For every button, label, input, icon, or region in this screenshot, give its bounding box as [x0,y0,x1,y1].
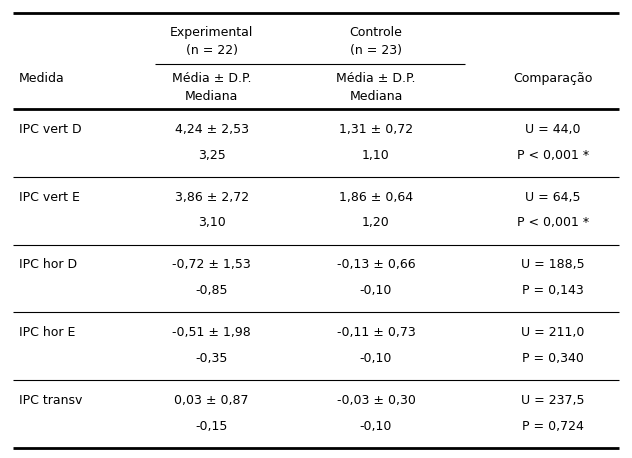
Text: -0,72 ± 1,53: -0,72 ± 1,53 [173,258,251,272]
Text: 1,31 ± 0,72: 1,31 ± 0,72 [339,123,413,136]
Text: (n = 22): (n = 22) [186,44,238,57]
Text: IPC hor D: IPC hor D [19,258,77,272]
Text: -0,10: -0,10 [360,284,392,297]
Text: IPC transv: IPC transv [19,394,82,407]
Text: Medida: Medida [19,72,64,85]
Text: 4,24 ± 2,53: 4,24 ± 2,53 [174,123,249,136]
Text: IPC hor E: IPC hor E [19,326,75,339]
Text: -0,15: -0,15 [195,420,228,433]
Text: 1,86 ± 0,64: 1,86 ± 0,64 [339,191,413,204]
Text: P = 0,143: P = 0,143 [522,284,584,297]
Text: 3,25: 3,25 [198,148,226,162]
Text: U = 237,5: U = 237,5 [521,394,585,407]
Text: U = 188,5: U = 188,5 [521,258,585,272]
Text: P = 0,340: P = 0,340 [522,352,584,365]
Text: 3,10: 3,10 [198,216,226,229]
Text: Mediana: Mediana [349,90,403,103]
Text: Média ± D.P.: Média ± D.P. [336,72,416,85]
Text: Mediana: Mediana [185,90,238,103]
Text: -0,10: -0,10 [360,420,392,433]
Text: (n = 23): (n = 23) [350,44,402,57]
Text: P < 0,001 *: P < 0,001 * [517,216,589,229]
Text: -0,35: -0,35 [195,352,228,365]
Text: -0,51 ± 1,98: -0,51 ± 1,98 [173,326,251,339]
Text: -0,11 ± 0,73: -0,11 ± 0,73 [337,326,415,339]
Text: 0,03 ± 0,87: 0,03 ± 0,87 [174,394,249,407]
Text: -0,03 ± 0,30: -0,03 ± 0,30 [337,394,415,407]
Text: Experimental: Experimental [170,26,253,38]
Text: P = 0,724: P = 0,724 [522,420,584,433]
Text: -0,10: -0,10 [360,352,392,365]
Text: Média ± D.P.: Média ± D.P. [172,72,252,85]
Text: IPC vert D: IPC vert D [19,123,82,136]
Text: Comparação: Comparação [513,72,593,85]
Text: U = 211,0: U = 211,0 [521,326,585,339]
Text: U = 44,0: U = 44,0 [525,123,581,136]
Text: Controle: Controle [349,26,403,38]
Text: -0,13 ± 0,66: -0,13 ± 0,66 [337,258,415,272]
Text: P < 0,001 *: P < 0,001 * [517,148,589,162]
Text: -0,85: -0,85 [195,284,228,297]
Text: U = 64,5: U = 64,5 [525,191,581,204]
Text: IPC vert E: IPC vert E [19,191,80,204]
Text: 1,20: 1,20 [362,216,390,229]
Text: 1,10: 1,10 [362,148,390,162]
Text: 3,86 ± 2,72: 3,86 ± 2,72 [174,191,249,204]
